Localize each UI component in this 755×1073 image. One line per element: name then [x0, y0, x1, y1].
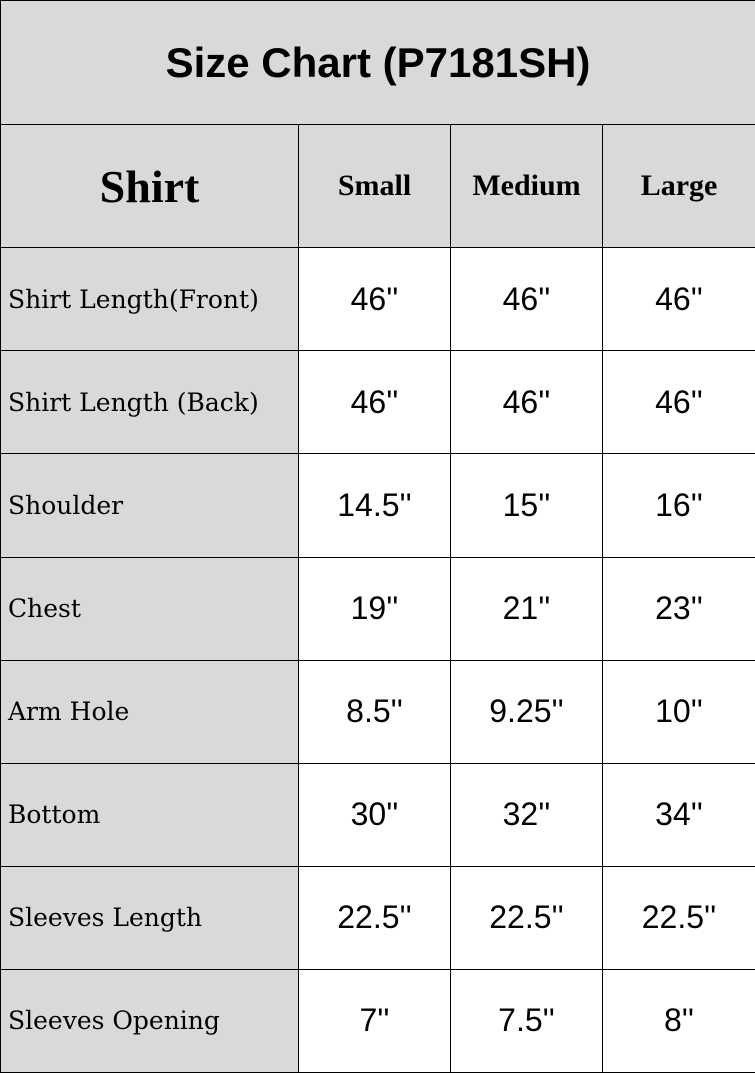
- measurement-value: 46'': [298, 247, 451, 352]
- measurement-value: 23'': [601, 556, 755, 661]
- measurement-value: 14.5'': [298, 453, 451, 558]
- table-row: Sleeves Opening 7'' 7.5'' 8'': [0, 968, 755, 1073]
- header-row: Shirt Small Medium Large: [0, 124, 755, 249]
- measurement-value: 32'': [450, 762, 603, 867]
- header-label: Shirt: [0, 124, 299, 249]
- header-size-small: Small: [298, 124, 451, 249]
- measurement-value: 46'': [450, 350, 603, 455]
- measurement-value: 46'': [298, 350, 451, 455]
- measurement-value: 22.5'': [601, 865, 755, 970]
- row-label: Sleeves Opening: [0, 968, 299, 1073]
- measurement-value: 34'': [601, 762, 755, 867]
- measurement-value: 46'': [601, 247, 755, 352]
- row-label: Chest: [0, 556, 299, 661]
- measurement-value: 8'': [601, 968, 755, 1073]
- table-row: Shirt Length(Front) 46'' 46'' 46'': [0, 247, 755, 352]
- measurement-value: 7'': [298, 968, 451, 1073]
- measurement-value: 7.5'': [450, 968, 603, 1073]
- chart-title: Size Chart (P7181SH): [0, 0, 755, 126]
- table-row: Shoulder 14.5'' 15'' 16'': [0, 453, 755, 558]
- measurement-value: 15'': [450, 453, 603, 558]
- measurement-value: 30'': [298, 762, 451, 867]
- measurement-value: 22.5'': [298, 865, 451, 970]
- measurement-value: 21'': [450, 556, 603, 661]
- row-label: Arm Hole: [0, 659, 299, 764]
- row-label: Shirt Length (Back): [0, 350, 299, 455]
- measurement-value: 46'': [601, 350, 755, 455]
- measurement-value: 9.25'': [450, 659, 603, 764]
- measurement-value: 19'': [298, 556, 451, 661]
- table-row: Sleeves Length 22.5'' 22.5'' 22.5'': [0, 865, 755, 970]
- measurement-value: 8.5'': [298, 659, 451, 764]
- table-row: Arm Hole 8.5'' 9.25'' 10'': [0, 659, 755, 764]
- title-row: Size Chart (P7181SH): [0, 0, 755, 126]
- header-size-medium: Medium: [450, 124, 603, 249]
- row-label: Shirt Length(Front): [0, 247, 299, 352]
- table-row: Bottom 30'' 32'' 34'': [0, 762, 755, 867]
- measurement-value: 22.5'': [450, 865, 603, 970]
- row-label: Bottom: [0, 762, 299, 867]
- header-size-large: Large: [601, 124, 755, 249]
- measurement-value: 10'': [601, 659, 755, 764]
- measurement-value: 16'': [601, 453, 755, 558]
- row-label: Sleeves Length: [0, 865, 299, 970]
- measurement-value: 46'': [450, 247, 603, 352]
- table-row: Shirt Length (Back) 46'' 46'' 46'': [0, 350, 755, 455]
- row-label: Shoulder: [0, 453, 299, 558]
- table-row: Chest 19'' 21'' 23'': [0, 556, 755, 661]
